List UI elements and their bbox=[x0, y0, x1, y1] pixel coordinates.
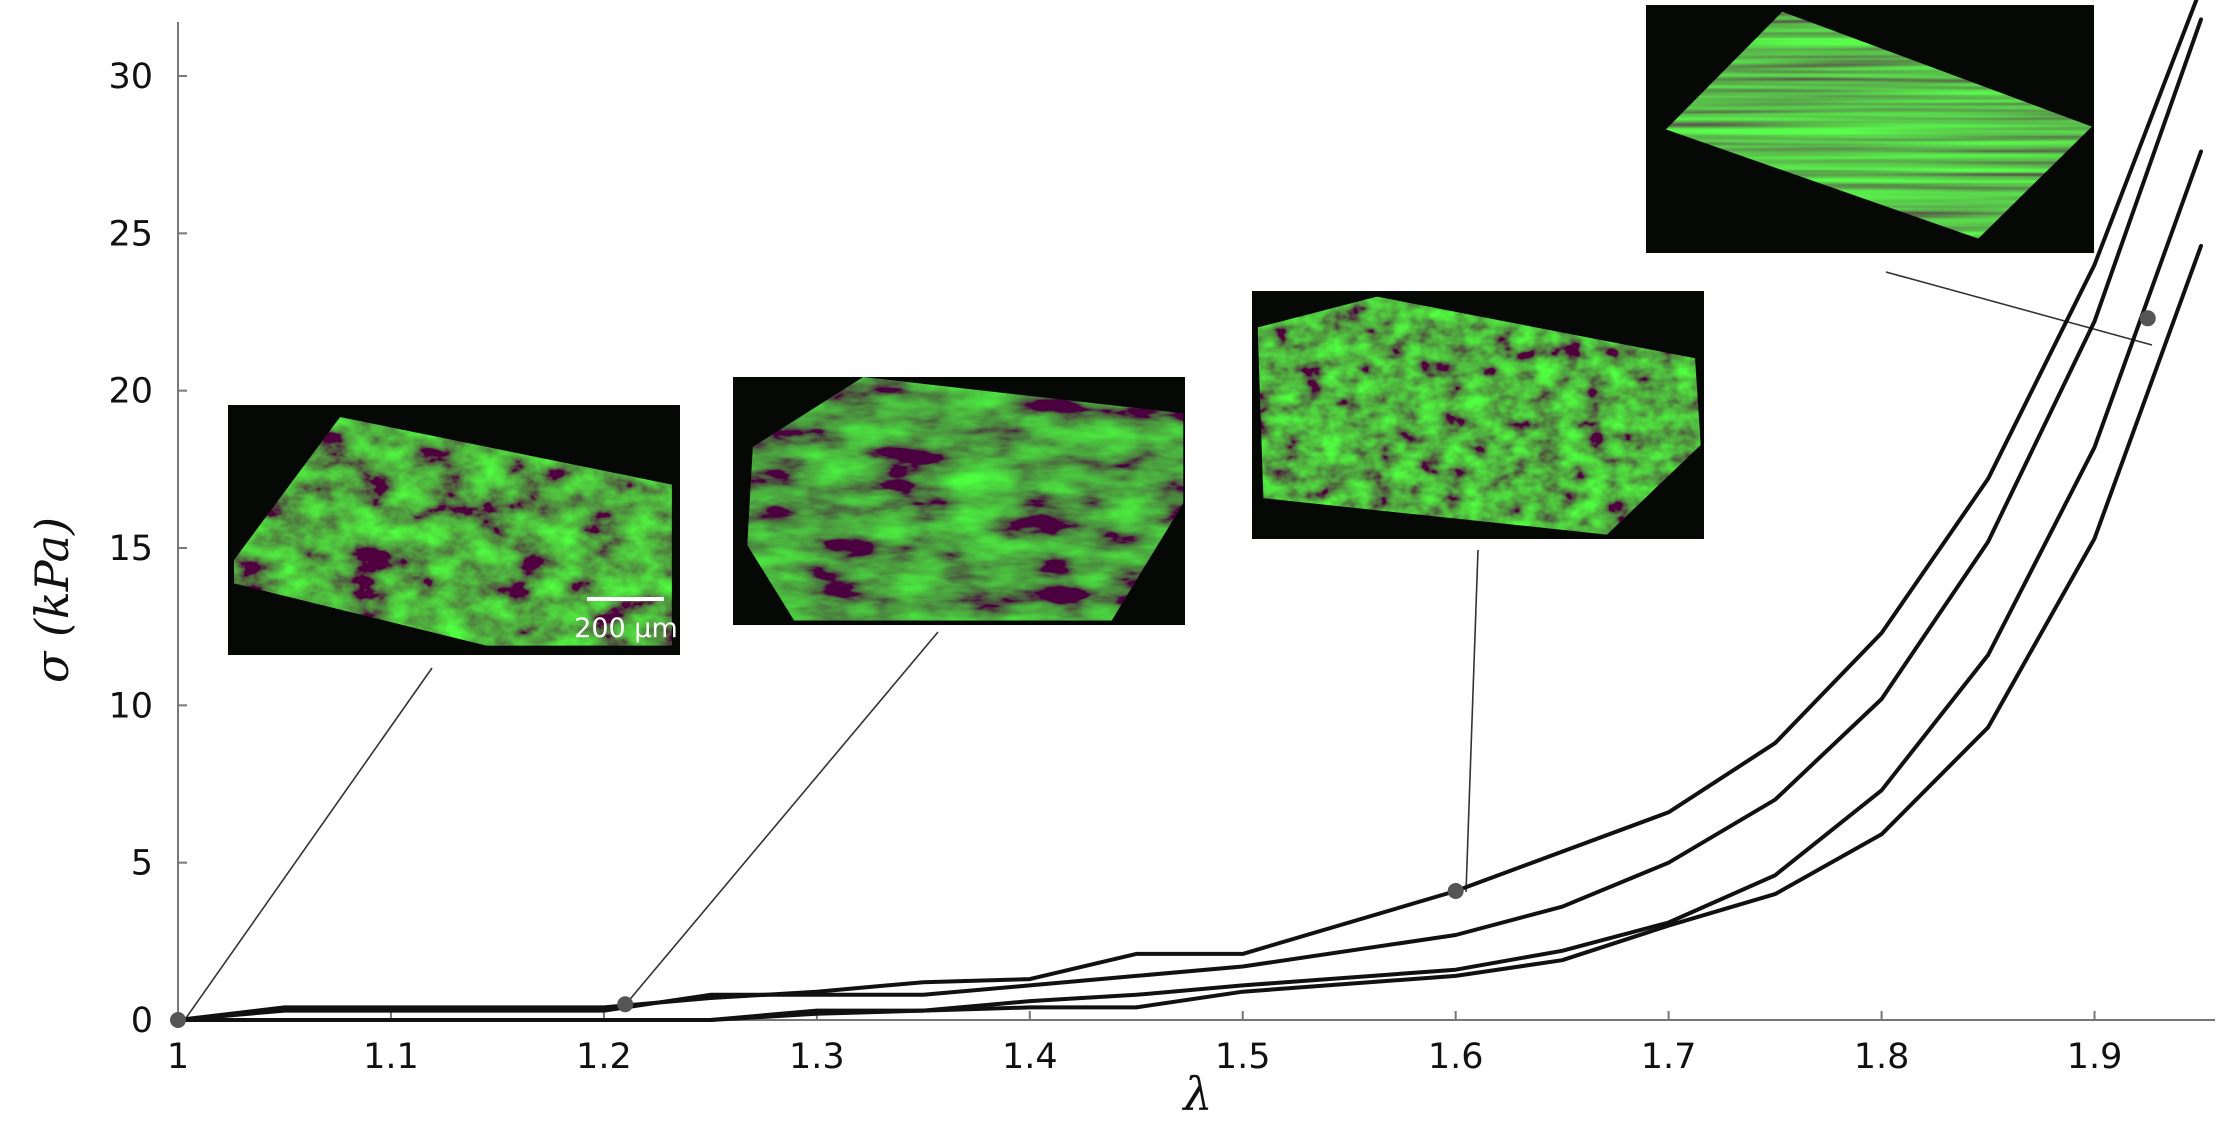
x-tick-label: 1.5 bbox=[1215, 1037, 1271, 1077]
y-tick-label: 15 bbox=[108, 529, 153, 569]
x-axis-label: λ bbox=[1181, 1067, 1212, 1121]
annotation-point-1 bbox=[170, 1012, 186, 1028]
x-tick-label: 1.9 bbox=[2067, 1037, 2123, 1077]
y-tick-label: 20 bbox=[108, 372, 153, 412]
x-tick-label: 1.6 bbox=[1428, 1037, 1484, 1077]
y-tick-label: 30 bbox=[108, 57, 153, 97]
annotation-markers bbox=[170, 310, 2156, 1028]
x-tick-label: 1.3 bbox=[789, 1037, 845, 1077]
series-line-2 bbox=[176, 17, 2203, 1022]
y-axis-label: σ (kPa) bbox=[25, 517, 79, 683]
x-tick-label: 1.2 bbox=[576, 1037, 632, 1077]
annotation-point-4 bbox=[2139, 310, 2156, 327]
micrograph-inset-3 bbox=[1252, 291, 1704, 539]
y-tick-label: 25 bbox=[108, 214, 153, 254]
y-tick-label: 0 bbox=[131, 1001, 153, 1041]
y-tick-label: 5 bbox=[131, 844, 153, 884]
leader-line-3 bbox=[1465, 549, 1479, 893]
x-tick-label: 1.7 bbox=[1641, 1037, 1697, 1077]
y-tick-label: 10 bbox=[108, 686, 153, 726]
x-tick-label: 1.1 bbox=[363, 1037, 419, 1077]
x-tick-label: 1 bbox=[167, 1037, 189, 1077]
annotation-leaders bbox=[185, 271, 2153, 1019]
leader-line-2 bbox=[625, 631, 939, 1005]
annotation-point-2 bbox=[617, 996, 634, 1013]
series-line-1 bbox=[176, 0, 2199, 1022]
series-line-4 bbox=[176, 243, 2203, 1022]
scale-bar bbox=[587, 597, 664, 601]
micrograph-inset-2 bbox=[733, 377, 1185, 625]
scale-bar-label: 200 µm bbox=[574, 613, 678, 644]
x-ticks: 1 1.1 1.2 1.3 1.4 1.5 1.6 1.7 1.8 1.9 bbox=[167, 1011, 2123, 1077]
series-line-3 bbox=[176, 149, 2203, 1022]
annotation-point-3 bbox=[1447, 882, 1464, 899]
micrograph-inset-1: 200 µm bbox=[228, 405, 680, 655]
y-ticks: 0 5 10 15 20 25 30 bbox=[108, 57, 187, 1041]
x-tick-label: 1.4 bbox=[1002, 1037, 1058, 1077]
micrograph-inset-4 bbox=[1646, 5, 2094, 253]
leader-line-4 bbox=[1885, 271, 2153, 346]
series-group bbox=[176, 0, 2203, 1022]
leader-line-1 bbox=[185, 667, 433, 1019]
x-tick-label: 1.8 bbox=[1854, 1037, 1910, 1077]
